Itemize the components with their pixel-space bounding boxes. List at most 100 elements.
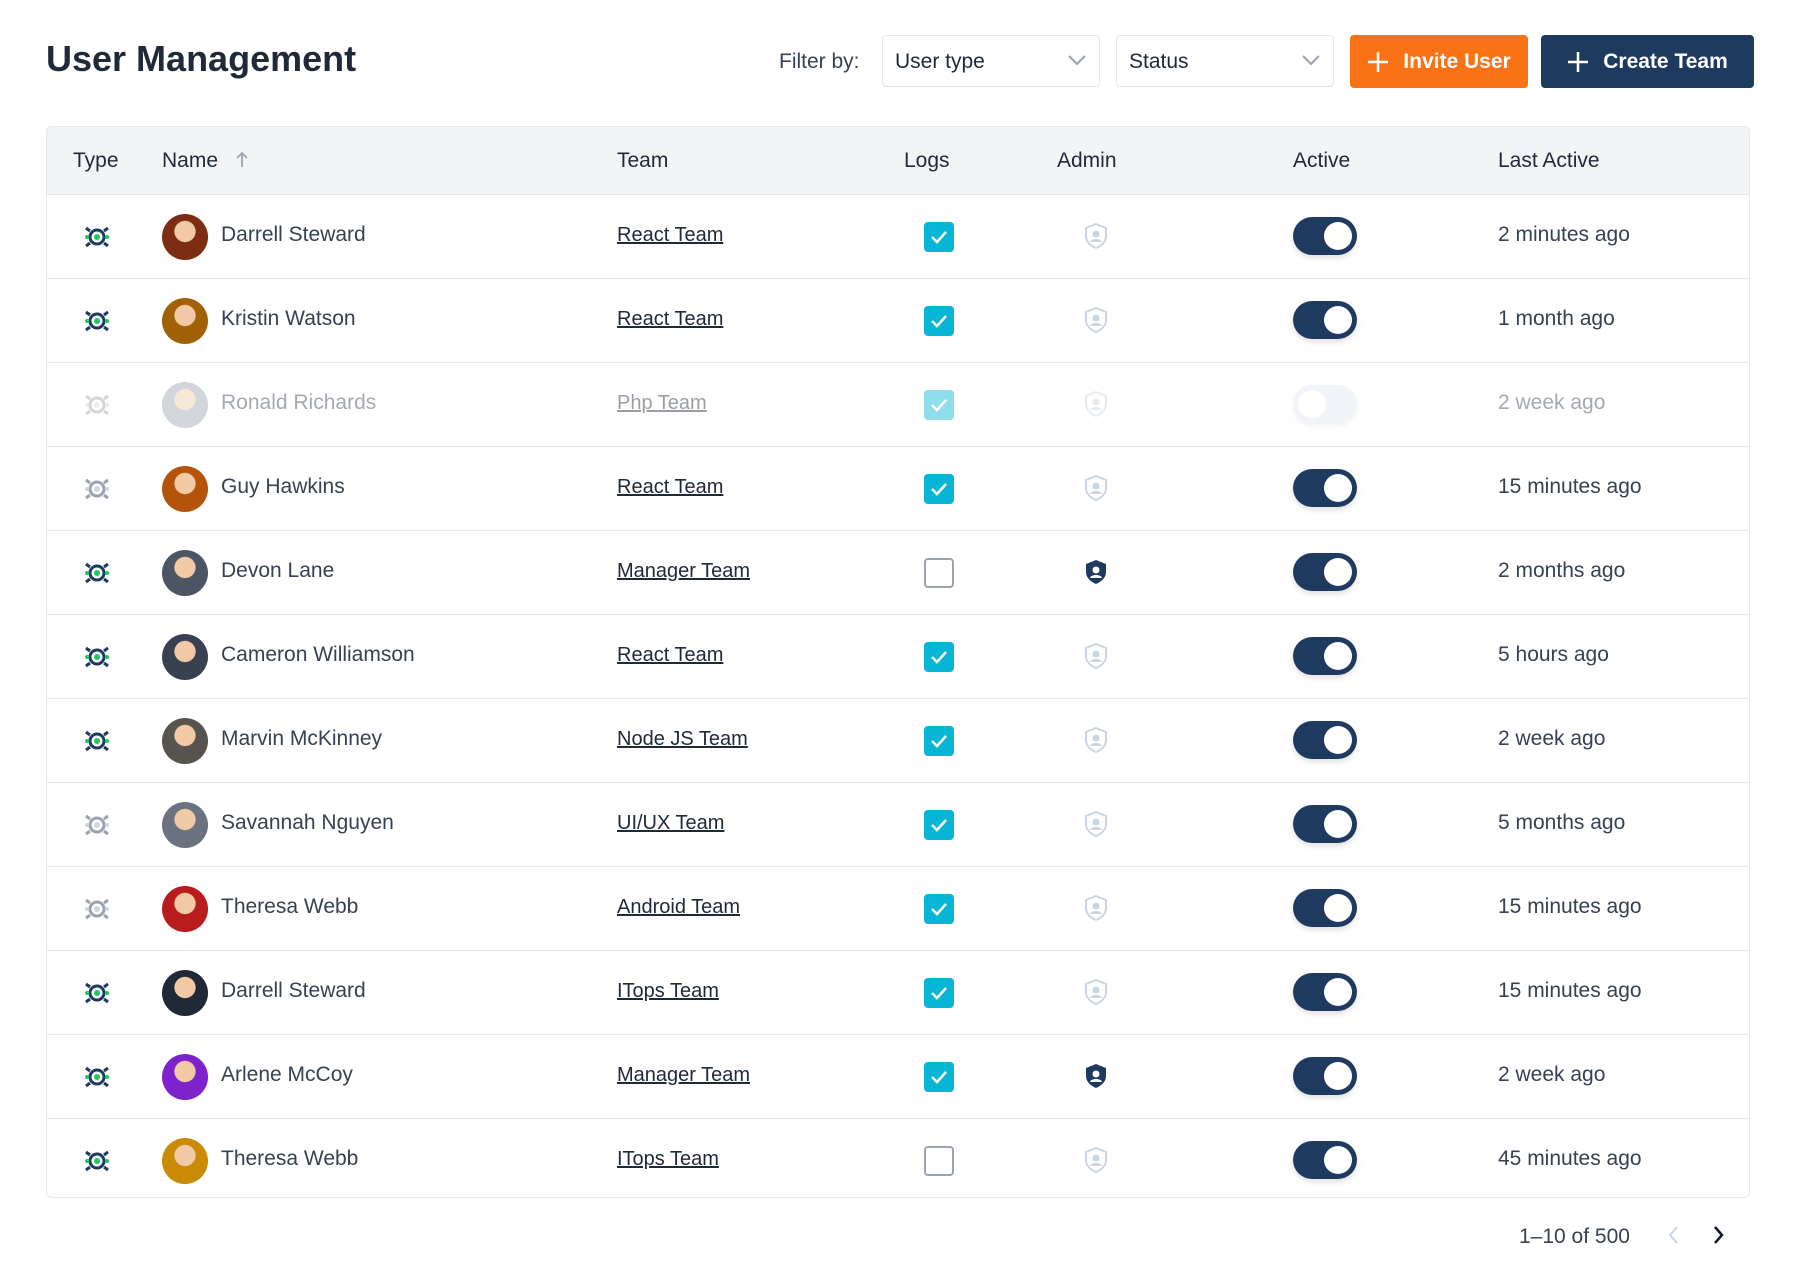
active-toggle[interactable] — [1293, 385, 1357, 423]
type-icon — [82, 978, 112, 1013]
logs-checkbox[interactable] — [924, 978, 954, 1008]
last-active: 2 minutes ago — [1498, 223, 1630, 246]
users-table: Type Name Team Logs Admin Active Last Active D… — [46, 126, 1750, 1198]
user-name: Darrell Steward — [221, 979, 366, 1002]
last-active: 45 minutes ago — [1498, 1147, 1642, 1170]
avatar — [162, 970, 208, 1016]
user-name: Guy Hawkins — [221, 475, 345, 498]
row-content: Theresa Webb Android Team 15 minutes ago — [47, 867, 1749, 950]
active-toggle[interactable] — [1293, 1057, 1357, 1095]
column-header: Active — [1293, 149, 1351, 172]
avatar — [162, 214, 208, 260]
toggle-knob — [1324, 978, 1352, 1006]
avatar — [162, 382, 208, 428]
row-content: Kristin Watson React Team 1 month ago — [47, 279, 1749, 362]
active-toggle[interactable] — [1293, 889, 1357, 927]
logs-checkbox[interactable] — [924, 222, 954, 252]
status-dropdown[interactable]: Status — [1116, 35, 1334, 87]
avatar — [162, 718, 208, 764]
table-row: Kristin Watson React Team 1 month ago — [47, 278, 1749, 362]
logs-checkbox[interactable] — [924, 810, 954, 840]
column-header: Logs — [904, 149, 950, 172]
active-toggle[interactable] — [1293, 469, 1357, 507]
plus-icon — [1368, 51, 1389, 72]
column-header: Type — [73, 149, 119, 172]
active-toggle[interactable] — [1293, 217, 1357, 255]
toggle-knob — [1324, 894, 1352, 922]
team-link[interactable]: Manager Team — [617, 560, 751, 582]
admin-shield — [1081, 809, 1111, 844]
active-toggle[interactable] — [1293, 301, 1357, 339]
table-row: Marvin McKinney Node JS Team 2 week ago — [47, 698, 1749, 782]
create-team-button[interactable]: Create Team — [1541, 35, 1754, 88]
team-link[interactable]: React Team — [617, 644, 724, 666]
toggle-knob — [1324, 222, 1352, 250]
last-active: 5 hours ago — [1498, 643, 1609, 666]
column-header: Admin — [1057, 149, 1117, 172]
row-content: Darrell Steward ITops Team 15 minutes ago — [47, 951, 1749, 1034]
active-toggle[interactable] — [1293, 553, 1357, 591]
team-link[interactable]: ITops Team — [617, 1148, 719, 1170]
row-content: Ronald Richards Php Team 2 week ago — [47, 363, 1749, 446]
last-active: 2 week ago — [1498, 1063, 1606, 1086]
team-link[interactable]: Manager Team — [617, 1064, 751, 1086]
toggle-knob — [1324, 558, 1352, 586]
next-page[interactable] — [1710, 1224, 1726, 1246]
user-name: Darrell Steward — [221, 223, 366, 246]
last-active: 15 minutes ago — [1498, 895, 1642, 918]
team-link[interactable]: Node JS Team — [617, 728, 748, 750]
last-active: 15 minutes ago — [1498, 475, 1642, 498]
team-link[interactable]: React Team — [617, 476, 724, 498]
active-toggle[interactable] — [1293, 805, 1357, 843]
user-name: Ronald Richards — [221, 391, 377, 414]
team-link[interactable]: Android Team — [617, 896, 741, 918]
table-row: Darrell Steward React Team 2 minutes ago — [47, 194, 1749, 278]
column-header: Last Active — [1498, 149, 1600, 172]
user-name: Cameron Williamson — [221, 643, 415, 666]
team-link[interactable]: Php Team — [617, 392, 707, 414]
team-link[interactable]: UI/UX Team — [617, 812, 725, 834]
logs-checkbox[interactable] — [924, 1062, 954, 1092]
user-type-dropdown[interactable]: User type — [882, 35, 1100, 87]
prev-page[interactable] — [1666, 1224, 1682, 1246]
team-link[interactable]: React Team — [617, 308, 724, 330]
admin-shield — [1081, 1061, 1111, 1096]
logs-checkbox[interactable] — [924, 642, 954, 672]
invite-button[interactable]: Invite User — [1350, 35, 1528, 88]
team-link[interactable]: ITops Team — [617, 980, 719, 1002]
logs-checkbox[interactable] — [924, 306, 954, 336]
dropdown-text: User type — [895, 50, 985, 73]
avatar — [162, 802, 208, 848]
active-toggle[interactable] — [1293, 721, 1357, 759]
logs-checkbox[interactable] — [924, 474, 954, 504]
table-row: Cameron Williamson React Team 5 hours ago — [47, 614, 1749, 698]
active-toggle[interactable] — [1293, 1141, 1357, 1179]
logs-checkbox[interactable] — [924, 1146, 954, 1176]
toggle-knob — [1324, 642, 1352, 670]
table-row: Darrell Steward ITops Team 15 minutes ago — [47, 950, 1749, 1034]
admin-shield — [1081, 389, 1111, 424]
avatar — [162, 1138, 208, 1184]
chevron — [1068, 55, 1086, 66]
user-name: Savannah Nguyen — [221, 811, 394, 834]
column-header: Team — [617, 149, 669, 172]
logs-checkbox[interactable] — [924, 726, 954, 756]
row-content: Devon Lane Manager Team 2 months ago — [47, 531, 1749, 614]
row-content: Savannah Nguyen UI/UX Team 5 months ago — [47, 783, 1749, 866]
sort-arrow — [235, 151, 249, 174]
row-content: Marvin McKinney Node JS Team 2 week ago — [47, 699, 1749, 782]
admin-shield — [1081, 1145, 1111, 1180]
logs-checkbox[interactable] — [924, 390, 954, 420]
admin-shield — [1081, 557, 1111, 592]
row-content: Darrell Steward React Team 2 minutes ago — [47, 195, 1749, 278]
table-header: Type Name Team Logs Admin Active Last Active — [47, 127, 1749, 194]
logs-checkbox[interactable] — [924, 894, 954, 924]
toggle-knob — [1324, 474, 1352, 502]
logs-checkbox[interactable] — [924, 558, 954, 588]
admin-shield — [1081, 221, 1111, 256]
active-toggle[interactable] — [1293, 973, 1357, 1011]
button-text: Create Team — [1603, 49, 1728, 73]
active-toggle[interactable] — [1293, 637, 1357, 675]
chevron — [1302, 55, 1320, 66]
team-link[interactable]: React Team — [617, 224, 724, 246]
